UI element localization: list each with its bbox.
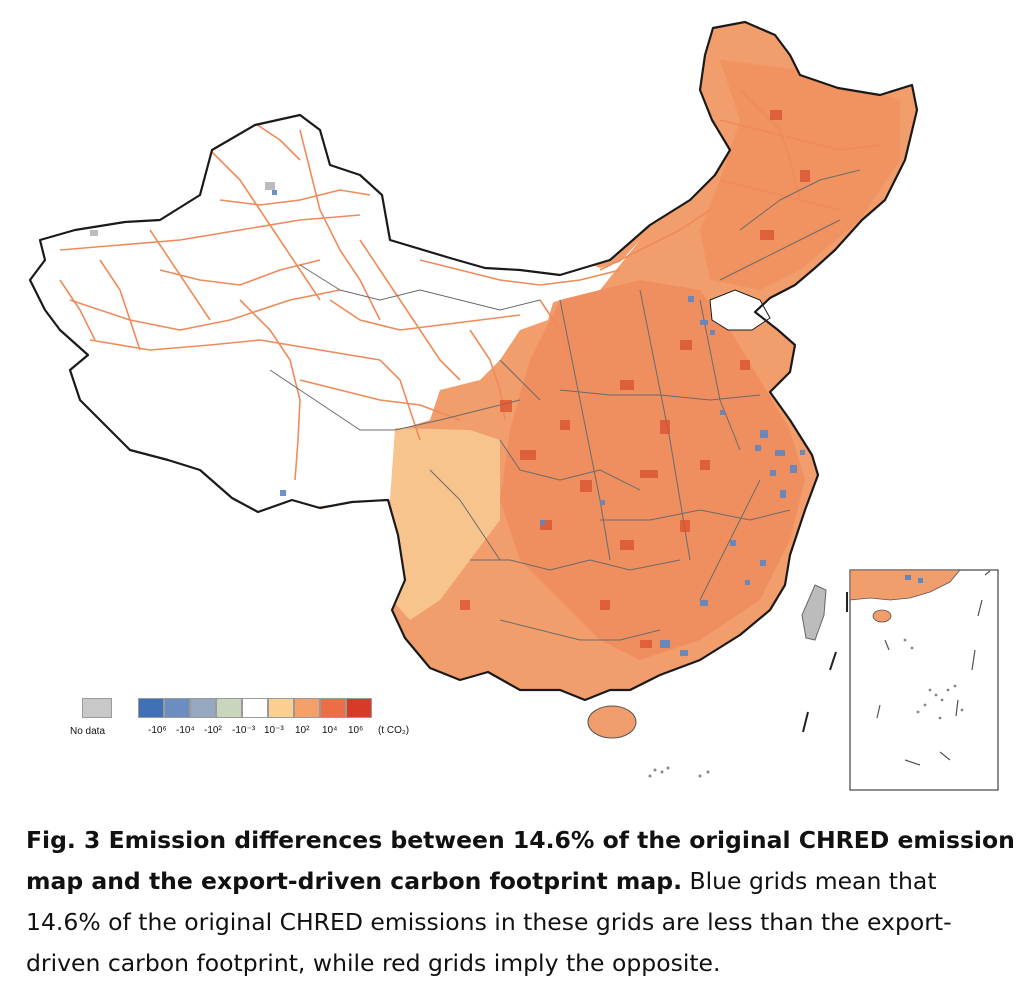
legend-bin-6 — [268, 698, 294, 718]
figure-caption: Fig. 3 Emission differences between 14.6… — [26, 820, 1016, 984]
legend-bin-5 — [242, 698, 268, 718]
china-emission-map — [28, 20, 999, 791]
caption-body: Blue grids mean that 14.6% of the origin… — [26, 867, 952, 977]
caption-lead: Fig. 3 Emission differences between 14.6… — [26, 826, 1015, 895]
province-boundaries — [269, 169, 861, 641]
legend-bin-9 — [346, 698, 372, 718]
legend-tick-label: 10⁻³ — [264, 725, 284, 736]
legend-tick-label: 10⁶ — [348, 725, 364, 736]
bohai-sea — [709, 289, 771, 331]
legend-bin-1 — [138, 698, 164, 718]
red-grid-cells — [460, 110, 810, 648]
legend-tick-label: -10⁶ — [148, 725, 167, 736]
sea-boundary-marks — [802, 592, 848, 733]
road-network — [59, 89, 881, 481]
blue-grid-cells — [272, 190, 805, 656]
southwest-region — [390, 428, 500, 620]
taiwan-island — [801, 584, 827, 641]
no-data-swatch — [82, 698, 112, 718]
no-data-cells — [90, 182, 275, 236]
legend-unit: (t CO₂) — [378, 725, 410, 736]
south-sea-islands — [648, 766, 710, 778]
no-data-label: No data — [70, 726, 106, 737]
legend-bin-4 — [216, 698, 242, 718]
legend-tick-label: -10² — [204, 725, 222, 736]
legend-bin-3 — [190, 698, 216, 718]
legend-bin-7 — [294, 698, 320, 718]
legend-bin-8 — [320, 698, 346, 718]
legend-tick-label: 10⁴ — [322, 725, 338, 736]
legend-tick-label: -10⁴ — [176, 725, 195, 736]
legend-tick-label: -10⁻³ — [232, 725, 256, 736]
map-legend: No data -10⁶ -10⁴ -10² -10⁻³ 10⁻³ 10² 10… — [70, 698, 442, 758]
legend-tick-label: 10² — [295, 725, 310, 736]
legend-bin-2 — [164, 698, 190, 718]
south-china-sea-inset — [849, 569, 999, 791]
hainan-island — [587, 705, 637, 739]
